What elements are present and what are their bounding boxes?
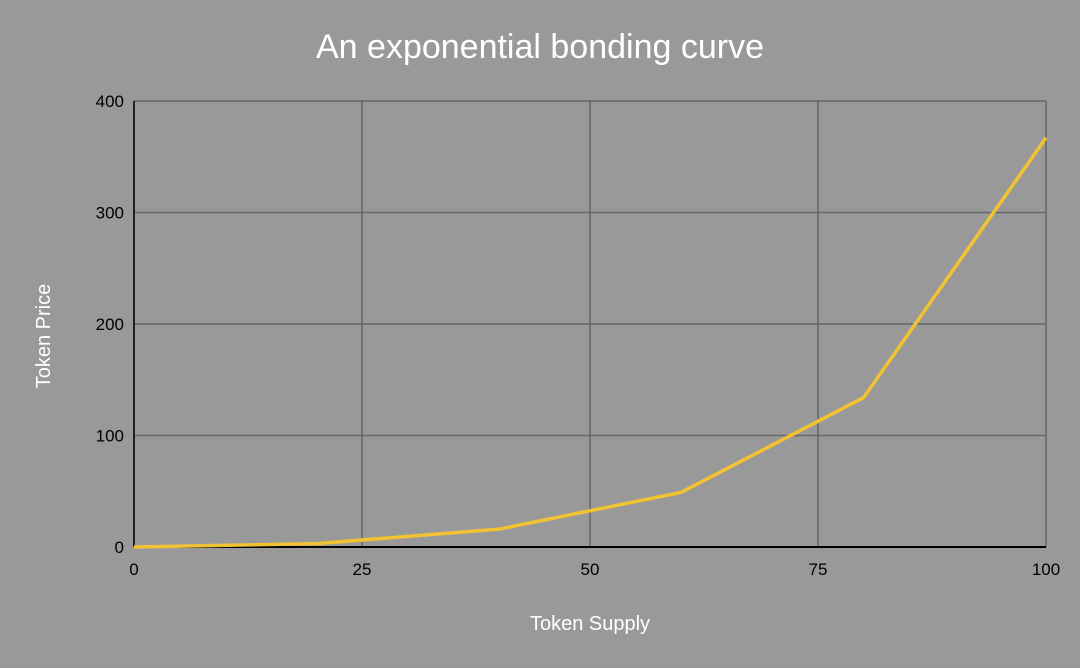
x-tick-label: 0: [129, 560, 138, 579]
x-tick-label: 50: [581, 560, 600, 579]
series-lines: [133, 136, 1048, 549]
series-line: [133, 136, 1048, 549]
x-axis-label: Token Supply: [530, 613, 650, 635]
y-axis-label: Token Price: [33, 284, 55, 389]
x-tick-label: 100: [1032, 560, 1060, 579]
y-tick-label: 200: [96, 315, 124, 334]
y-tick-label: 400: [96, 92, 124, 111]
grid: [133, 100, 1047, 548]
tick-labels: 0 25 50 75 100 0 100 200 300 400: [96, 92, 1061, 579]
chart-title: An exponential bonding curve: [316, 28, 764, 66]
x-tick-label: 75: [809, 560, 828, 579]
x-tick-label: 25: [353, 560, 372, 579]
y-tick-label: 300: [96, 204, 124, 223]
y-tick-label: 0: [115, 538, 124, 557]
y-tick-label: 100: [96, 427, 124, 446]
